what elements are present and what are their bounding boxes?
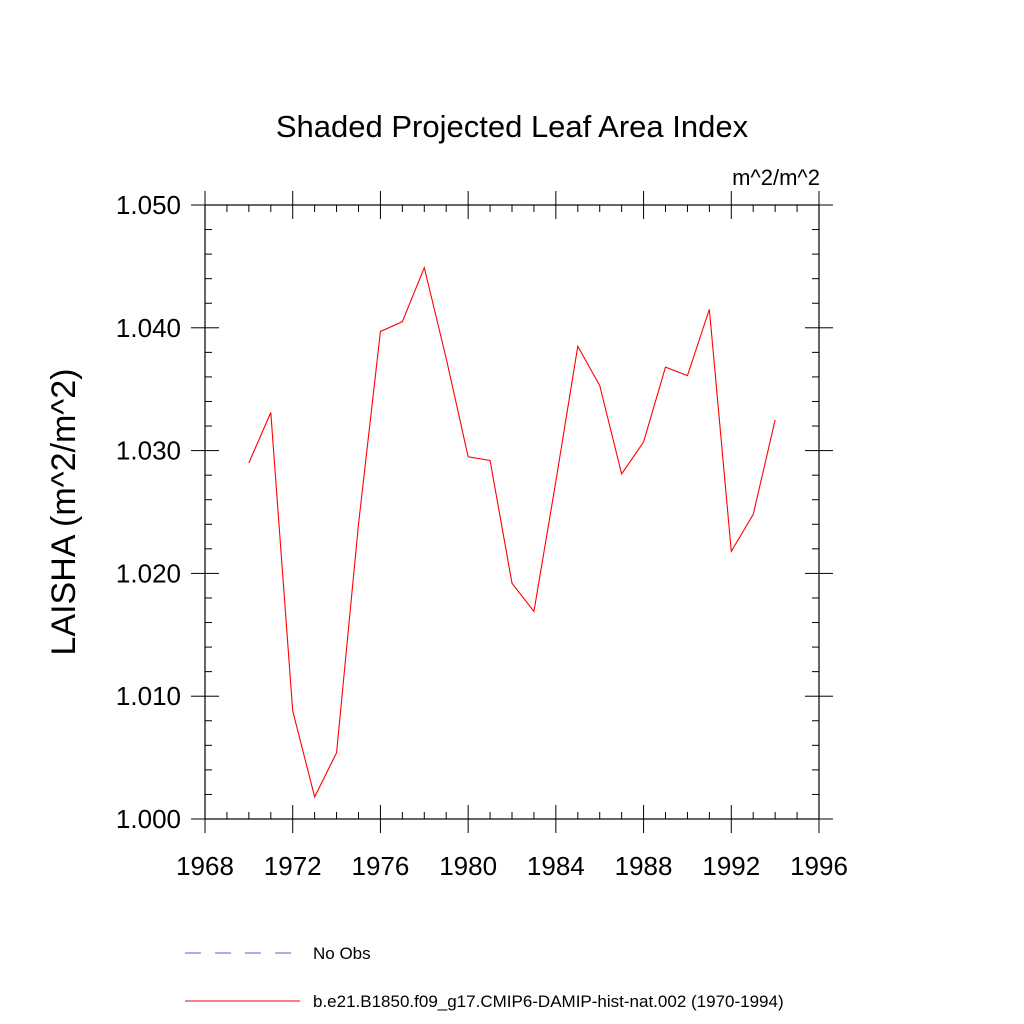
legend-label-no-obs: No Obs [313, 944, 371, 963]
y-tick-label: 1.000 [116, 804, 181, 834]
x-tick-label: 1980 [439, 851, 497, 881]
x-tick-label: 1984 [527, 851, 585, 881]
x-tick-label: 1976 [352, 851, 410, 881]
legend: No Obs b.e21.B1850.f09_g17.CMIP6-DAMIP-h… [185, 944, 784, 1011]
y-tick-label: 1.040 [116, 313, 181, 343]
chart-title: Shaded Projected Leaf Area Index [276, 109, 749, 144]
series-layer [248, 265, 776, 799]
y-tick-label: 1.010 [116, 681, 181, 711]
x-tick-label: 1972 [264, 851, 322, 881]
series-line-0 [248, 265, 776, 799]
y-tick-label: 1.030 [116, 436, 181, 466]
y-tick-label: 1.050 [116, 190, 181, 220]
x-tick-label: 1968 [176, 851, 234, 881]
axis-ticks: 1968 1972 1976 1980 1984 1988 1992 1996 1.000 1.0… [116, 190, 848, 881]
legend-label-model: b.e21.B1850.f09_g17.CMIP6-DAMIP-hist-nat… [313, 992, 784, 1011]
y-tick-label: 1.020 [116, 558, 181, 588]
x-tick-label: 1996 [790, 851, 848, 881]
y-axis-label: LAISHA (m^2/m^2) [45, 369, 83, 656]
x-tick-label: 1992 [702, 851, 760, 881]
x-tick-label: 1988 [615, 851, 673, 881]
units-label: m^2/m^2 [732, 165, 820, 190]
